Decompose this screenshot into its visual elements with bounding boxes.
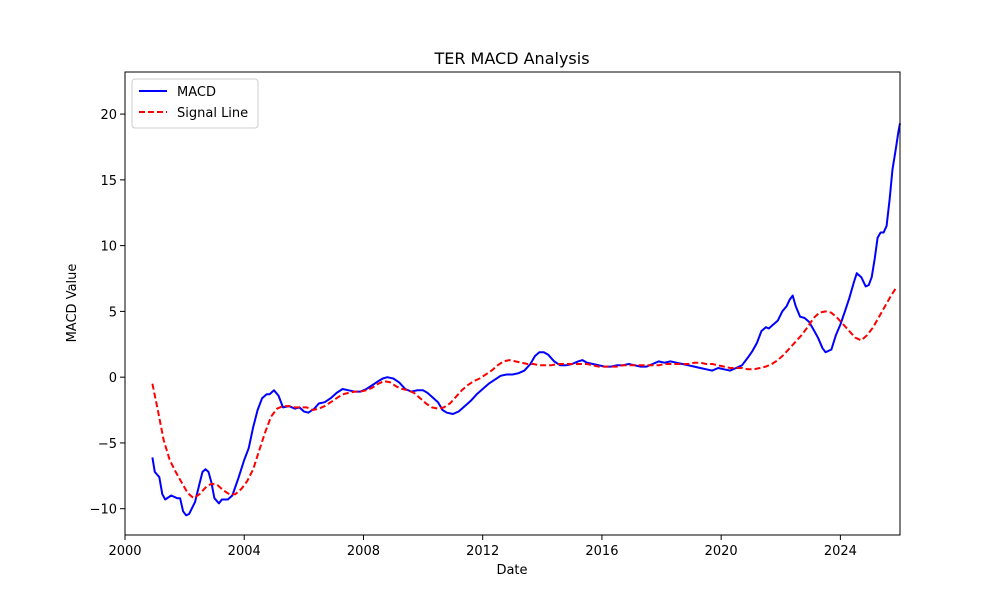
legend: MACD Signal Line — [131, 78, 259, 129]
y-tick-label: −10 — [90, 503, 117, 518]
y-tick-label: 10 — [100, 240, 117, 255]
x-tick-label: 2004 — [228, 544, 261, 559]
x-tick-label: 2024 — [824, 544, 857, 559]
y-tick-label: 15 — [100, 174, 117, 189]
plot-area — [151, 123, 901, 517]
y-tick-label: 0 — [109, 371, 117, 386]
legend-label-macd: MACD — [177, 85, 216, 100]
y-tick-label: 20 — [100, 108, 117, 123]
y-tick-label: 5 — [109, 305, 117, 320]
chart-title: TER MACD Analysis — [433, 49, 589, 68]
y-axis-label: MACD Value — [65, 264, 80, 343]
x-tick-label: 2016 — [585, 544, 618, 559]
x-tick-label: 2008 — [347, 544, 380, 559]
x-axis-label: Date — [496, 563, 527, 578]
legend-label-signal: Signal Line — [177, 106, 248, 121]
axis-ticks: 2000 2004 2008 2012 2016 2020 2024 −10 −5 0 5 10 15 2… — [90, 108, 857, 559]
x-tick-label: 2000 — [108, 544, 141, 559]
x-tick-label: 2020 — [705, 544, 738, 559]
series-line-signal — [151, 285, 898, 500]
axes-frame — [124, 71, 901, 536]
y-tick-label: −5 — [98, 437, 117, 452]
x-tick-label: 2012 — [466, 544, 499, 559]
